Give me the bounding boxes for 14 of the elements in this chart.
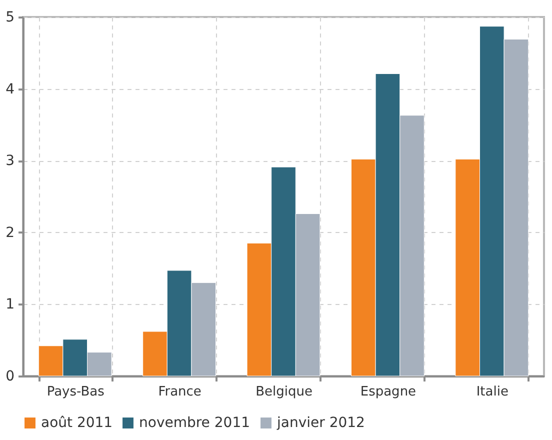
y-tick-label: 4: [6, 81, 15, 98]
y-tick-label: 0: [6, 368, 14, 384]
x-tick-label: France: [158, 384, 202, 400]
y-tick-label: 2: [6, 224, 14, 241]
x-tick-label: Espagne: [360, 384, 416, 400]
legend-label: novembre 2011: [139, 415, 250, 431]
x-tick-label: Pays-Bas: [46, 384, 105, 400]
legend-label: août 2011: [41, 415, 113, 431]
legend-label: janvier 2012: [276, 415, 365, 431]
y-tick-label: 1: [6, 296, 14, 313]
y-tick-label: 5: [6, 10, 14, 26]
x-tick-label: Italie: [476, 384, 508, 400]
x-tick-label: Belgique: [256, 384, 312, 400]
y-tick-label: 3: [6, 153, 14, 170]
